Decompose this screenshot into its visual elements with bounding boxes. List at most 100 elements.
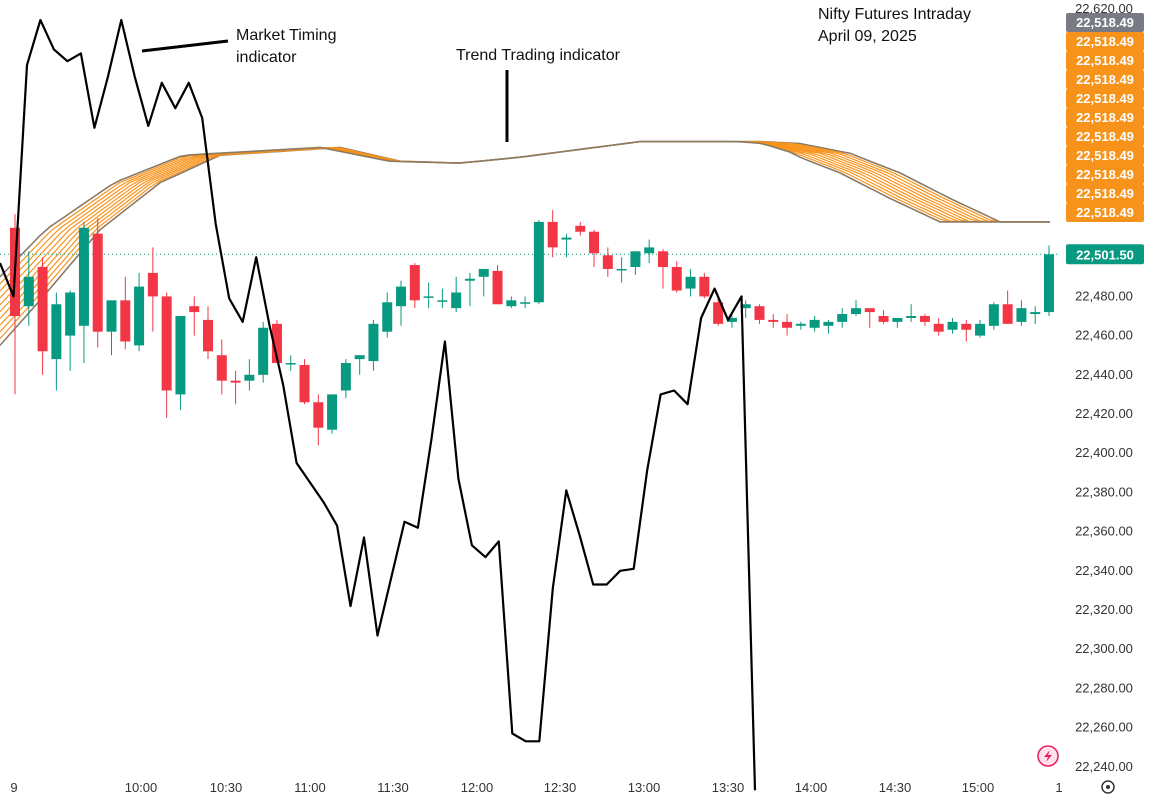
candle-body [1030, 312, 1041, 315]
y-tick-label: 22,340.00 [1075, 563, 1133, 578]
candle [809, 316, 820, 332]
candle-body [92, 233, 103, 332]
candle-body [299, 365, 310, 403]
candle [147, 247, 158, 332]
y-tick-label: 22,400.00 [1075, 445, 1133, 460]
candle-body [464, 278, 475, 281]
candle [782, 314, 793, 336]
candle-body [147, 272, 158, 297]
candle-body [547, 221, 558, 248]
candle-body [616, 268, 627, 271]
settings-icon[interactable] [1101, 780, 1115, 794]
ribbon-price-tag: 22,518.49 [1066, 165, 1144, 184]
candle [754, 304, 765, 324]
x-tick-label: 9 [10, 780, 17, 795]
trend-trading-ribbon [0, 140, 1050, 346]
candle-body [975, 323, 986, 336]
x-tick-label: 13:30 [712, 780, 745, 795]
candle [589, 229, 600, 267]
ribbon-price-tag-label: 22,518.49 [1076, 167, 1134, 182]
candle [230, 370, 241, 405]
x-tick-label: 12:00 [461, 780, 494, 795]
candle-body [630, 251, 641, 267]
lightning-icon[interactable] [1037, 745, 1059, 767]
candle [657, 249, 668, 289]
candle [975, 319, 986, 338]
candle-body [988, 304, 999, 326]
candle-body [906, 316, 917, 318]
candle-body [340, 363, 351, 391]
candle-body [230, 380, 241, 383]
y-tick-label: 22,300.00 [1075, 641, 1133, 656]
candle [478, 268, 489, 297]
candle-body [699, 276, 710, 297]
candle-body [740, 304, 751, 309]
candle-body [354, 355, 365, 360]
candle [919, 314, 930, 326]
candle-body [106, 300, 117, 332]
ribbon-price-tag-label: 22,518.49 [1076, 148, 1134, 163]
candle-body [520, 302, 531, 304]
candle [726, 314, 737, 328]
candle-body [919, 316, 930, 322]
y-tick-label: 22,240.00 [1075, 759, 1133, 774]
candle [520, 296, 531, 309]
ribbon-price-tag-bg [1066, 165, 1144, 184]
candle-body [575, 225, 586, 232]
ribbon-price-tag: 22,518.49 [1066, 89, 1144, 108]
chart-subtitle: April 09, 2025 [818, 28, 917, 45]
y-tick-label: 22,420.00 [1075, 406, 1133, 421]
ribbon-price-tag-bg [1066, 203, 1144, 222]
x-tick-label: 12:30 [544, 780, 577, 795]
candle [244, 359, 255, 391]
candle [602, 247, 613, 277]
ribbon-price-tag: 22,518.49 [1066, 127, 1144, 146]
ribbon-line [0, 141, 1050, 285]
candle [23, 251, 34, 326]
ribbon-price-tag-label: 22,518.49 [1076, 72, 1134, 87]
candle [203, 306, 214, 360]
candle [837, 308, 848, 328]
candle [354, 355, 365, 375]
trend-trading-annotation: Trend Trading indicator [456, 45, 620, 67]
candle-body [533, 221, 544, 303]
candle [327, 394, 338, 434]
x-tick-label: 1 [1055, 780, 1062, 795]
candle-body [134, 286, 145, 346]
candle [988, 302, 999, 330]
ribbon-price-tag: 22,518.49 [1066, 203, 1144, 222]
candle-body [368, 323, 379, 362]
candle [850, 300, 861, 316]
candle-body [933, 323, 944, 332]
candle [382, 292, 393, 338]
candle-body [850, 308, 861, 315]
candle [37, 257, 48, 375]
candle [616, 257, 627, 283]
candle [685, 268, 696, 297]
candle-body [1044, 254, 1054, 313]
candle [892, 317, 903, 328]
candle [644, 239, 655, 264]
candle [878, 310, 889, 324]
candle-body [892, 317, 903, 322]
candle-body [768, 319, 779, 322]
candle-body [327, 394, 338, 430]
x-tick-label: 14:30 [879, 780, 912, 795]
candle-body [878, 316, 889, 322]
ribbon-price-tag-bg [1066, 127, 1144, 146]
candle-body [713, 302, 724, 324]
time-axis: 9 10:00 10:30 11:00 11:30 12:00 12:30 13:00 13:3… [10, 780, 1062, 795]
ribbon-price-tag-label: 22,518.49 [1076, 53, 1134, 68]
candle-body [313, 402, 324, 428]
ribbon-price-tag-label: 22,518.49 [1076, 110, 1134, 125]
price-axis: 22,620.0022,500.0022,480.0022,460.0022,4… [1075, 1, 1133, 774]
candle [671, 261, 682, 293]
candle-body [492, 270, 503, 305]
x-tick-label: 15:00 [962, 780, 995, 795]
candle [409, 263, 420, 309]
candle-body [657, 251, 668, 267]
candle [699, 272, 710, 299]
candle-body [396, 286, 407, 307]
candle-body [823, 321, 834, 326]
y-tick-label: 22,460.00 [1075, 328, 1133, 343]
